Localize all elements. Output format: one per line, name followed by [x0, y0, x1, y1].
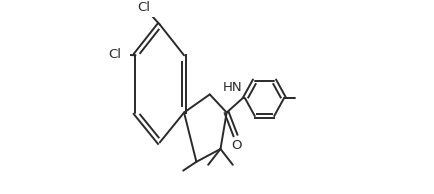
Text: O: O	[230, 139, 241, 152]
Text: Cl: Cl	[137, 1, 150, 14]
Text: HN: HN	[222, 81, 242, 94]
Text: Cl: Cl	[108, 48, 121, 61]
